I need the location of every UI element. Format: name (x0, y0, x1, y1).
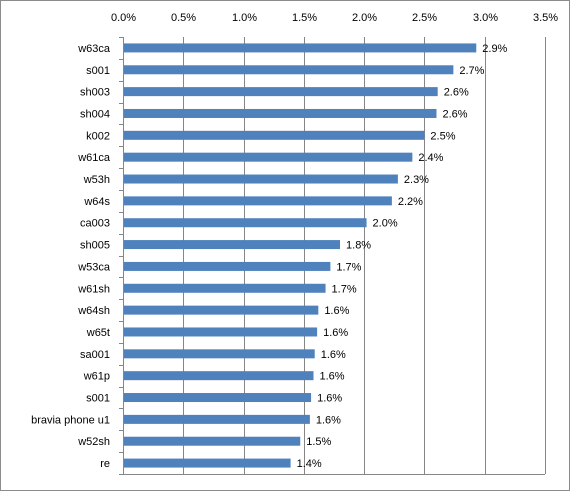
x-tick-label: 2.5% (412, 12, 437, 24)
data-label: 1.6% (317, 393, 342, 405)
data-label: 1.6% (316, 414, 341, 426)
category-label: bravia phone u1 (31, 414, 110, 426)
data-label: 1.6% (323, 327, 348, 339)
data-label: 2.6% (442, 108, 467, 120)
data-label: 2.2% (398, 196, 423, 208)
data-label: 2.0% (373, 218, 398, 230)
data-label: 1.7% (336, 261, 361, 273)
gridlines (119, 37, 546, 475)
data-label: 1.4% (297, 458, 322, 470)
bar (124, 458, 291, 468)
data-label: 1.6% (320, 371, 345, 383)
bar (124, 43, 477, 53)
bar (124, 414, 310, 424)
category-label: sa001 (80, 349, 110, 361)
category-label: w53ca (77, 261, 111, 273)
bar (124, 436, 301, 446)
data-label: 2.6% (444, 87, 469, 99)
x-tick-label: 0.5% (171, 12, 196, 24)
bar (124, 196, 392, 206)
category-label: w64s (83, 196, 110, 208)
data-label: 2.5% (430, 130, 455, 142)
bar (124, 327, 318, 337)
data-label: 1.6% (324, 305, 349, 317)
bar (124, 393, 312, 403)
data-labels: 2.9% 2.7% 2.6% 2.6% 2.5% 2.4% 2.3% 2.2%2.0%1.8%… (297, 43, 508, 470)
bar (124, 349, 315, 359)
category-label: ca003 (80, 218, 110, 230)
x-tick-label: 2.0% (352, 12, 377, 24)
bar (124, 108, 437, 118)
category-label: w61ca (77, 152, 111, 164)
category-label: w63ca (77, 43, 111, 55)
bar (124, 283, 326, 293)
category-label: w52sh (77, 436, 110, 448)
bar (124, 65, 454, 75)
category-label: k002 (86, 130, 110, 142)
x-tick-label: 3.5% (533, 12, 558, 24)
bar (124, 152, 413, 162)
x-tick-label: 1.5% (292, 12, 317, 24)
bar (124, 305, 319, 315)
x-tick-label: 1.0% (232, 12, 257, 24)
bar (124, 261, 331, 271)
category-label: sh003 (80, 87, 110, 99)
x-axis-ticks: 0.0% 0.5% 1.0% 1.5% 2.0% 2.5% 3.0% 3.5% (111, 12, 558, 24)
bar (124, 218, 367, 228)
bars (124, 43, 477, 468)
category-label: sh004 (80, 108, 110, 120)
category-label: sh005 (80, 240, 110, 252)
data-label: 1.5% (306, 436, 331, 448)
bar (124, 371, 314, 381)
bar (124, 130, 425, 140)
data-label: 2.7% (459, 65, 484, 77)
category-label: s001 (86, 65, 110, 77)
category-label: w65t (86, 327, 110, 339)
category-labels: w63ca s001 sh003 sh004 k002 w61ca w53h w64s ca00… (31, 43, 111, 470)
category-label: re (100, 458, 110, 470)
category-label: w61p (83, 371, 110, 383)
bar (124, 240, 341, 250)
data-label: 1.8% (346, 240, 371, 252)
x-tick-label: 3.0% (473, 12, 498, 24)
data-label: 1.7% (332, 283, 357, 295)
bar (124, 174, 398, 184)
category-label: s001 (86, 393, 110, 405)
bar (124, 87, 438, 97)
x-tick-label: 0.0% (111, 12, 136, 24)
data-label: 2.4% (418, 152, 443, 164)
category-label: w61sh (77, 283, 110, 295)
category-label: w53h (83, 174, 110, 186)
data-label: 2.9% (482, 43, 507, 55)
category-label: w64sh (77, 305, 110, 317)
data-label: 2.3% (404, 174, 429, 186)
data-label: 1.6% (321, 349, 346, 361)
